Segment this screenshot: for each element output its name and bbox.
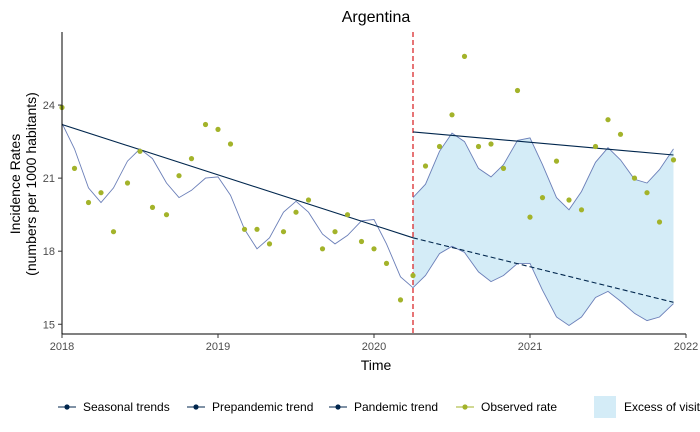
observed-point (293, 209, 299, 215)
observed-point (422, 163, 429, 169)
observed-point (124, 180, 131, 186)
observed-point (461, 53, 468, 60)
prepandemic-trend-line (61, 123, 414, 239)
legend-item: Observed rate (456, 400, 557, 414)
legend-swatch-fill (594, 396, 616, 418)
observed-point (149, 204, 156, 210)
observed-point (488, 141, 494, 147)
observed-point (202, 121, 209, 128)
observed-point (358, 238, 365, 245)
observed-point (566, 197, 572, 203)
observed-point (137, 148, 143, 154)
observed-point (539, 195, 546, 201)
observed-point (617, 131, 624, 137)
observed-point (254, 226, 260, 232)
observed-point (514, 87, 521, 94)
x-tick-label: 2020 (362, 341, 386, 353)
observed-point (98, 190, 104, 196)
legend-swatch-point (64, 404, 70, 410)
y-axis-title-line1: Incidence Rates (7, 134, 23, 234)
prepandemic-trend-projection-line (412, 237, 674, 303)
observed-point (188, 156, 195, 162)
series-lines-layer (61, 32, 674, 334)
observed-point (371, 246, 377, 252)
pandemic-trend-line (412, 131, 674, 156)
x-tick-label: 2019 (206, 341, 230, 353)
x-tick-label: 2022 (674, 341, 698, 353)
observed-point (71, 165, 78, 171)
y-tick-label: 24 (43, 100, 55, 112)
observed-point (280, 229, 287, 235)
observed-point (656, 219, 663, 225)
chart-title: Argentina (342, 9, 411, 26)
observed-point (110, 229, 117, 235)
legend-swatch-point (335, 404, 341, 410)
seasonal-prepandemic-line (61, 123, 414, 289)
observed-point (344, 212, 351, 218)
observed-point (670, 157, 677, 163)
legend-swatch-point (462, 404, 468, 410)
excess-area (413, 133, 674, 326)
x-tick-label: 2021 (518, 341, 542, 353)
legend-swatch-point (193, 404, 199, 410)
y-tick-label: 18 (43, 246, 55, 258)
y-tick-label: 15 (43, 319, 55, 331)
observed-point (644, 190, 650, 196)
x-axis-title: Time (361, 357, 392, 373)
ticks-layer: 2018 2019 2020 2021 2022 15 18 21 24 (43, 100, 698, 353)
observed-point (266, 241, 273, 247)
legend-label: Seasonal trends (83, 400, 170, 414)
observed-point (215, 126, 221, 132)
x-tick-label: 2018 (50, 341, 74, 353)
observed-point (578, 207, 585, 213)
observed-point (332, 229, 338, 235)
legend-label: Excess of visits (624, 400, 700, 414)
observed-point (176, 173, 182, 179)
legend-item: Seasonal trends (58, 400, 170, 414)
legend-item: Prepandemic trend (187, 400, 313, 414)
observed-point (227, 141, 234, 147)
y-tick-label: 21 (43, 173, 55, 185)
legend-label: Observed rate (481, 400, 557, 414)
legend-label: Prepandemic trend (212, 400, 313, 414)
observed-point (449, 112, 455, 118)
observed-point (500, 165, 507, 171)
legend-item: Excess of visits (594, 396, 700, 418)
observed-point (475, 143, 482, 150)
observed-point (397, 297, 404, 303)
observed-point (383, 260, 390, 266)
legend-label: Pandemic trend (354, 400, 438, 414)
legend-item: Pandemic trend (329, 400, 438, 414)
legend: Seasonal trends Prepandemic trend Pandemic… (58, 396, 700, 418)
observed-point (527, 214, 533, 220)
observed-point (592, 143, 599, 150)
observed-point (436, 143, 443, 150)
observed-point (319, 246, 326, 252)
observed-point (241, 226, 248, 232)
observed-points-layer (59, 53, 677, 303)
observed-point (631, 175, 638, 181)
excess-area-layer (413, 133, 674, 326)
y-axis-title-line2: (numbers per 1000 habitants) (23, 92, 39, 276)
observed-point (605, 117, 611, 123)
observed-point (305, 197, 312, 203)
observed-point (410, 272, 416, 279)
observed-point (85, 199, 92, 206)
observed-point (163, 212, 170, 218)
observed-point (553, 158, 560, 164)
